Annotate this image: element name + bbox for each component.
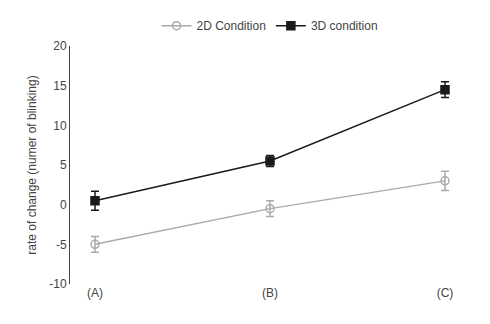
svg-text:5: 5 [60, 158, 67, 172]
svg-text:(C): (C) [437, 286, 454, 300]
svg-text:20: 20 [53, 39, 67, 53]
svg-text:3D condition: 3D condition [311, 19, 378, 33]
svg-text:(A): (A) [87, 286, 103, 300]
svg-text:-10: -10 [49, 277, 67, 291]
svg-text:2D Condition: 2D Condition [197, 19, 266, 33]
svg-text:10: 10 [53, 119, 67, 133]
svg-text:(B): (B) [262, 286, 278, 300]
svg-text:rate of change (numer of blink: rate of change (numer of blinking) [25, 75, 39, 254]
svg-text:0: 0 [60, 198, 67, 212]
svg-text:15: 15 [53, 79, 67, 93]
svg-text:-5: -5 [56, 238, 67, 252]
